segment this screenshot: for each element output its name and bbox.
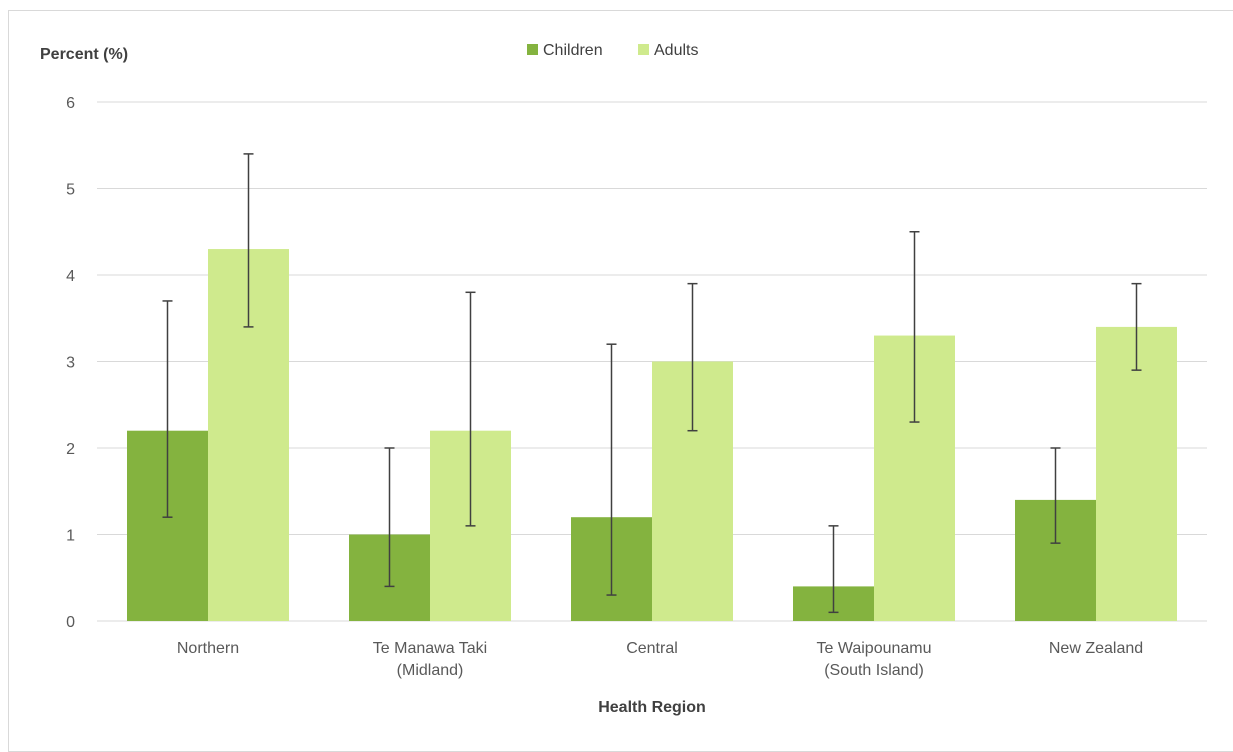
legend-label-children: Children (543, 42, 603, 59)
legend-swatch-adults (638, 44, 649, 55)
y-tick-label: 6 (66, 95, 75, 112)
legend-swatch-children (527, 44, 538, 55)
bar-chart: 0 1 2 3 4 5 6 Northern Te Manawa Taki (Midland) C… (40, 42, 1207, 716)
legend-label-adults: Adults (654, 42, 698, 59)
x-tick-label-line: Northern (177, 640, 239, 657)
x-tick-label-line: Te Manawa Taki (373, 640, 487, 657)
y-axis-ticks: 0 1 2 3 4 5 6 (66, 95, 75, 631)
x-tick-label-line: New Zealand (1049, 640, 1143, 657)
legend: Children Adults (527, 42, 698, 59)
x-tick-label-line: Central (626, 640, 678, 657)
x-tick-label: New Zealand (1049, 640, 1143, 657)
y-tick-label: 5 (66, 182, 75, 199)
y-axis-title: Percent (%) (40, 46, 128, 63)
bars (127, 249, 1177, 622)
x-tick-label: Te Manawa Taki (Midland) (373, 640, 487, 679)
x-tick-label-line: Te Waipounamu (816, 640, 931, 657)
x-tick-label: Central (626, 640, 678, 657)
error-bars (162, 153, 1142, 614)
x-tick-label-line: (South Island) (824, 662, 924, 679)
bar-adults (1096, 326, 1177, 621)
x-axis-ticks: Northern Te Manawa Taki (Midland) Central Te… (177, 640, 1143, 679)
y-tick-label: 3 (66, 355, 75, 372)
x-tick-label: Northern (177, 640, 239, 657)
y-tick-label: 2 (66, 441, 75, 458)
x-tick-label-line: (Midland) (397, 662, 464, 679)
y-tick-label: 4 (66, 268, 75, 285)
x-tick-label: Te Waipounamu (South Island) (816, 640, 931, 679)
y-tick-label: 1 (66, 528, 75, 545)
y-tick-label: 0 (66, 614, 75, 631)
x-axis-title: Health Region (598, 699, 706, 716)
